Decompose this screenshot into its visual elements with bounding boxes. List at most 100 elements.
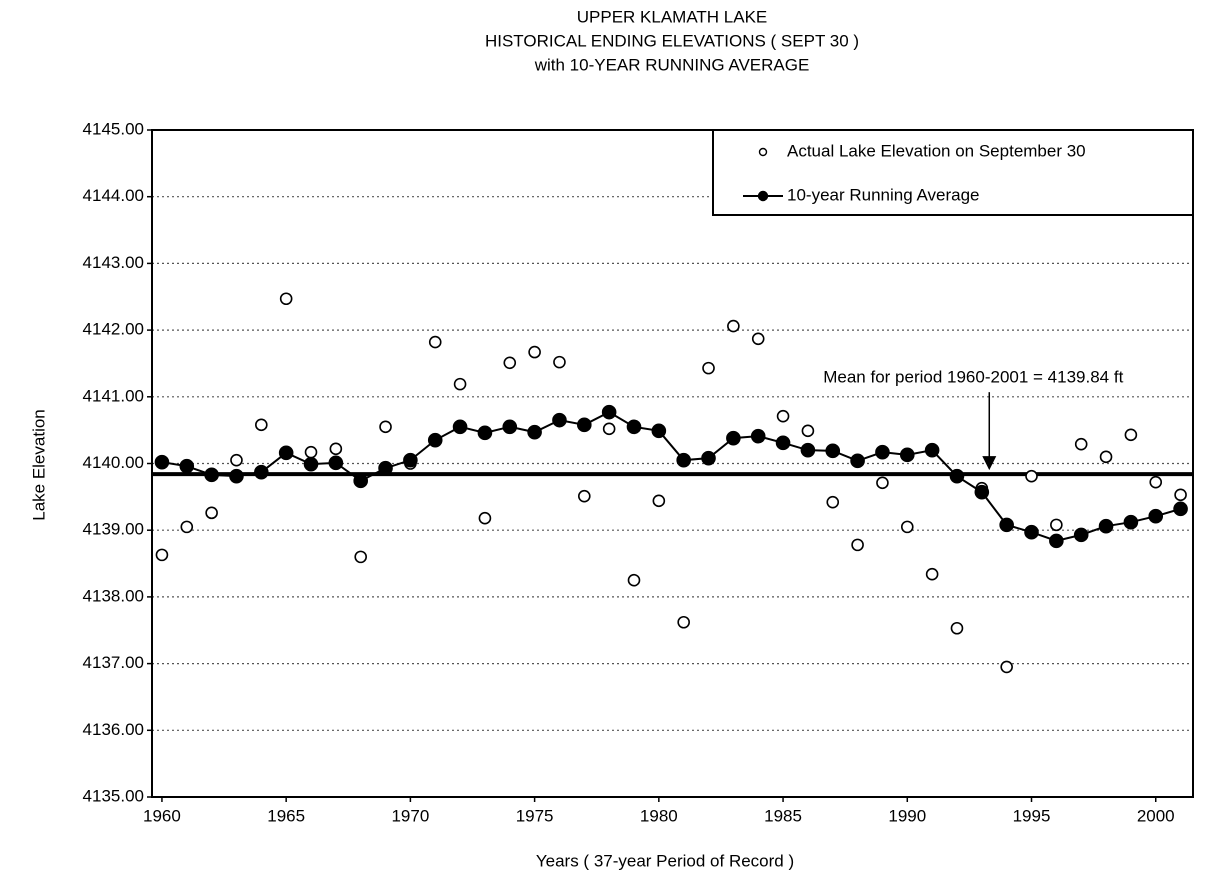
data-point — [180, 520, 194, 534]
data-point — [528, 345, 541, 359]
legend-marker — [758, 147, 768, 157]
data-point — [329, 442, 343, 456]
data-point — [651, 423, 667, 439]
data-point — [578, 489, 591, 503]
x-tick-label: 1990 — [888, 806, 926, 825]
y-tick-label: 4136.00 — [83, 720, 144, 739]
data-point — [825, 443, 841, 459]
data-point — [800, 442, 816, 458]
chart-title: HISTORICAL ENDING ELEVATIONS ( SEPT 30 ) — [485, 31, 859, 50]
x-tick-label: 1970 — [391, 806, 429, 825]
data-point — [204, 467, 219, 483]
data-point — [552, 412, 567, 428]
data-point — [279, 292, 293, 306]
data-point — [278, 445, 294, 461]
x-tick-label: 1995 — [1013, 806, 1051, 825]
chart-title: UPPER KLAMATH LAKE — [577, 7, 768, 26]
data-point — [1124, 428, 1138, 442]
legend-label: Actual Lake Elevation on September 30 — [787, 141, 1086, 160]
y-tick-label: 4141.00 — [83, 386, 144, 405]
data-point — [230, 453, 243, 467]
data-point — [154, 454, 170, 470]
legend-label: 10-year Running Average — [787, 185, 980, 204]
data-point — [652, 494, 666, 508]
data-point — [900, 520, 914, 534]
data-point — [1148, 508, 1164, 524]
data-point — [1000, 660, 1013, 674]
data-point — [229, 468, 244, 484]
data-point — [427, 432, 443, 448]
data-point — [826, 495, 840, 509]
x-tick-label: 1960 — [143, 806, 181, 825]
data-point — [950, 621, 964, 635]
y-tick-label: 4142.00 — [83, 320, 144, 339]
data-point — [999, 517, 1014, 533]
data-point — [850, 453, 865, 469]
data-point — [205, 506, 218, 520]
data-point — [751, 332, 765, 346]
legend-marker — [757, 190, 769, 202]
x-tick-label: 1975 — [516, 806, 554, 825]
data-point — [303, 456, 319, 472]
data-point — [478, 511, 492, 525]
data-point — [801, 424, 815, 438]
data-point — [1173, 501, 1188, 517]
plot-frame — [151, 129, 1194, 798]
data-point — [925, 567, 939, 581]
data-point — [701, 450, 716, 466]
data-point — [1050, 518, 1063, 532]
data-point — [626, 419, 642, 435]
x-tick-label: 1985 — [764, 806, 802, 825]
data-point — [1174, 488, 1187, 502]
data-point — [328, 455, 344, 471]
data-point — [502, 419, 518, 435]
y-tick-label: 4144.00 — [83, 186, 144, 205]
data-point — [553, 355, 566, 369]
data-point — [627, 573, 641, 587]
data-point — [577, 417, 592, 433]
data-point — [1073, 527, 1089, 543]
y-tick-label: 4138.00 — [83, 586, 144, 605]
data-point — [602, 422, 616, 436]
data-point — [428, 335, 442, 349]
data-point — [1025, 469, 1038, 483]
data-point — [899, 447, 915, 463]
data-point — [601, 404, 617, 420]
data-point — [1024, 524, 1039, 540]
data-point — [677, 615, 690, 629]
data-point — [403, 452, 418, 468]
data-point — [750, 428, 766, 444]
data-point — [776, 409, 790, 423]
data-point — [1049, 533, 1064, 549]
data-point — [1123, 514, 1139, 530]
data-point — [1074, 437, 1088, 451]
data-point — [876, 476, 889, 490]
chart-title: with 10-YEAR RUNNING AVERAGE — [534, 55, 810, 74]
data-point — [255, 418, 268, 432]
y-tick-label: 4145.00 — [83, 119, 144, 138]
data-point — [775, 435, 791, 451]
data-point — [924, 442, 940, 458]
data-point — [727, 319, 740, 333]
data-point — [155, 548, 169, 562]
x-axis-label: Years ( 37-year Period of Record ) — [536, 851, 794, 870]
annotation-arrowhead — [982, 456, 997, 471]
data-point — [304, 445, 318, 459]
data-point — [851, 538, 864, 552]
data-point — [875, 444, 890, 460]
data-point — [453, 377, 467, 391]
data-point — [378, 460, 393, 476]
data-point — [379, 420, 392, 434]
data-point — [1098, 518, 1114, 534]
x-tick-label: 1980 — [640, 806, 678, 825]
data-point — [254, 464, 269, 480]
data-point — [1099, 450, 1113, 464]
data-point — [354, 550, 367, 564]
data-point — [179, 458, 195, 474]
data-point — [503, 356, 517, 370]
data-point — [353, 473, 368, 489]
y-axis-label: Lake Elevation — [29, 409, 48, 521]
y-tick-label: 4139.00 — [83, 520, 144, 539]
data-point — [1149, 475, 1163, 489]
